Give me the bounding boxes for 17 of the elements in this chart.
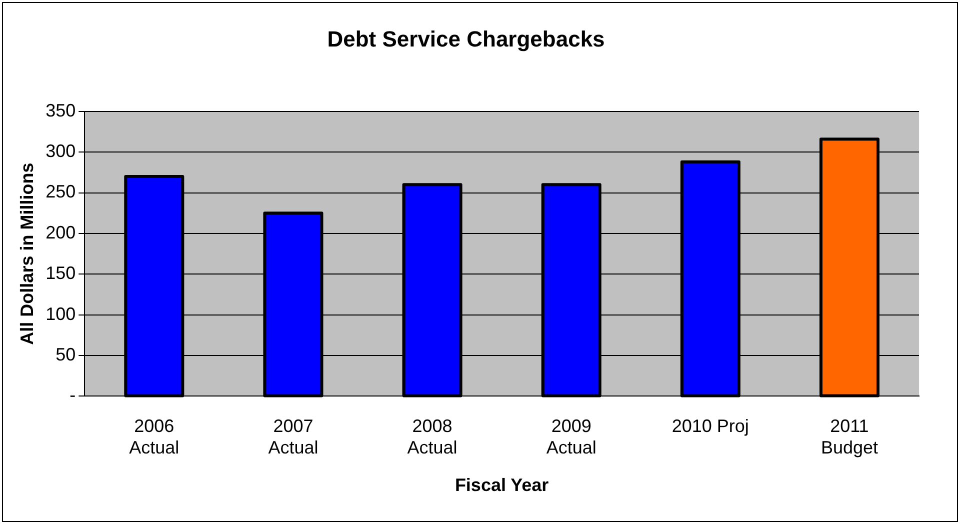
x-tick-label: 2008 Actual bbox=[407, 416, 458, 458]
x-tick-label: 2006 Actual bbox=[129, 416, 180, 458]
y-tick-label: 250 bbox=[46, 182, 76, 202]
chart-title: Debt Service Chargebacks bbox=[327, 26, 605, 52]
y-tick-label: 150 bbox=[46, 263, 76, 284]
y-tick-label: 300 bbox=[46, 141, 76, 162]
y-tick-label: - bbox=[70, 385, 76, 406]
x-tick-label: 2011 Budget bbox=[820, 416, 878, 458]
y-axis-title: All Dollars in Millions bbox=[16, 162, 37, 345]
y-tick-label: 350 bbox=[46, 100, 76, 120]
x-tick-label: 2009 Actual bbox=[546, 416, 596, 458]
x-tick-label: 2007 Actual bbox=[268, 416, 318, 458]
y-tick-label: 100 bbox=[46, 304, 76, 324]
y-tick-label: 50 bbox=[56, 344, 76, 364]
y-tick-label: 200 bbox=[46, 222, 76, 242]
x-axis-title: Fiscal Year bbox=[454, 475, 549, 496]
x-tick-label: 2010 Proj bbox=[672, 416, 749, 436]
